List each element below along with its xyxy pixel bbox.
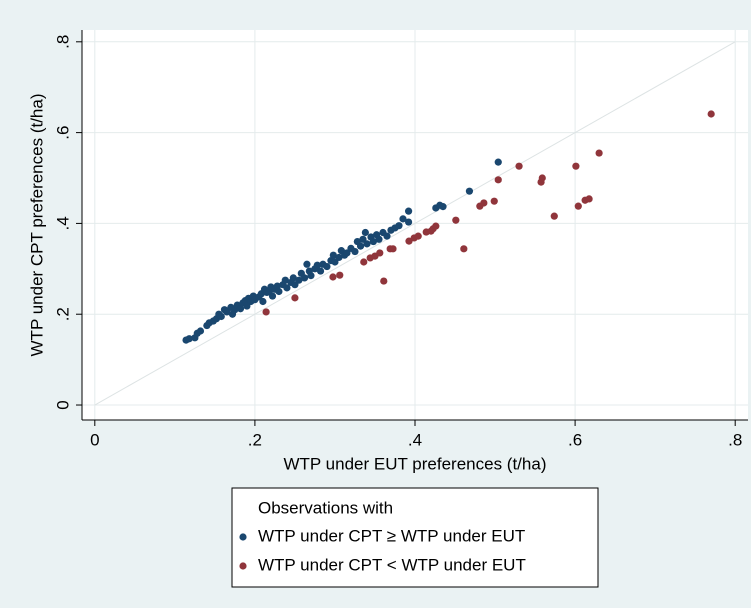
point (295, 276, 303, 284)
point (465, 187, 474, 195)
y-axis-title: WTP under CPT preferences (t/ha) (27, 94, 46, 357)
point (329, 273, 337, 281)
point (268, 292, 277, 300)
point (707, 110, 715, 118)
point (383, 232, 391, 240)
point (399, 215, 407, 223)
point (316, 267, 325, 275)
point (404, 218, 413, 226)
legend-marker (239, 533, 247, 541)
point (361, 228, 369, 237)
y-tick-label: .6 (53, 126, 72, 140)
x-axis-title: WTP under EUT preferences (t/ha) (284, 454, 547, 473)
point (351, 247, 359, 256)
point (259, 297, 267, 306)
point (490, 197, 498, 205)
point (275, 287, 283, 296)
series (262, 110, 715, 316)
point (439, 203, 447, 211)
reference-line (94, 41, 736, 406)
point (185, 335, 193, 343)
point (452, 216, 460, 224)
point (395, 222, 403, 230)
legend-title: Observations with (258, 498, 393, 517)
point (236, 305, 245, 313)
point (376, 249, 384, 257)
point (336, 271, 344, 279)
legend-label: WTP under CPT ≥ WTP under EUT (258, 526, 525, 545)
point (303, 260, 311, 268)
point (335, 253, 343, 262)
point (494, 176, 502, 184)
point (313, 261, 321, 269)
point (550, 212, 558, 220)
point (538, 174, 546, 182)
point (515, 162, 523, 170)
point (307, 272, 315, 280)
legend-marker (239, 562, 247, 570)
point (404, 207, 413, 215)
point (217, 312, 225, 321)
point (283, 284, 291, 292)
x-tick-label: .2 (248, 430, 262, 449)
point (585, 195, 593, 203)
point (405, 237, 413, 245)
point (414, 232, 422, 240)
series (182, 158, 502, 344)
legend-label: WTP under CPT < WTP under EUT (258, 555, 526, 574)
y-tick-label: 0 (53, 400, 72, 409)
point (595, 149, 603, 157)
y-tick-label: .4 (53, 216, 72, 230)
x-tick-label: .8 (728, 430, 742, 449)
x-tick-label: 0 (90, 430, 99, 449)
point (363, 240, 371, 248)
point (432, 222, 440, 230)
point (375, 235, 383, 243)
y-tick-label: .2 (53, 307, 72, 321)
point (196, 327, 205, 335)
point (281, 276, 289, 284)
legend: Observations with WTP under CPT ≥ WTP un… (231, 487, 599, 588)
point (360, 258, 368, 266)
point (329, 251, 337, 259)
point (389, 245, 397, 253)
point (460, 245, 468, 253)
x-tick-label: .6 (568, 430, 582, 449)
point (572, 162, 580, 170)
point (291, 294, 299, 302)
point (480, 199, 488, 207)
point (289, 274, 297, 282)
point (574, 202, 582, 210)
point (273, 282, 281, 290)
legend-box (231, 487, 599, 588)
point (380, 277, 388, 285)
y-tick-label: .8 (53, 35, 72, 49)
point (494, 158, 502, 166)
point (323, 262, 331, 271)
point (369, 237, 377, 246)
x-tick-label: .4 (408, 430, 422, 449)
point (356, 242, 365, 250)
point (300, 274, 309, 282)
point (262, 308, 270, 316)
